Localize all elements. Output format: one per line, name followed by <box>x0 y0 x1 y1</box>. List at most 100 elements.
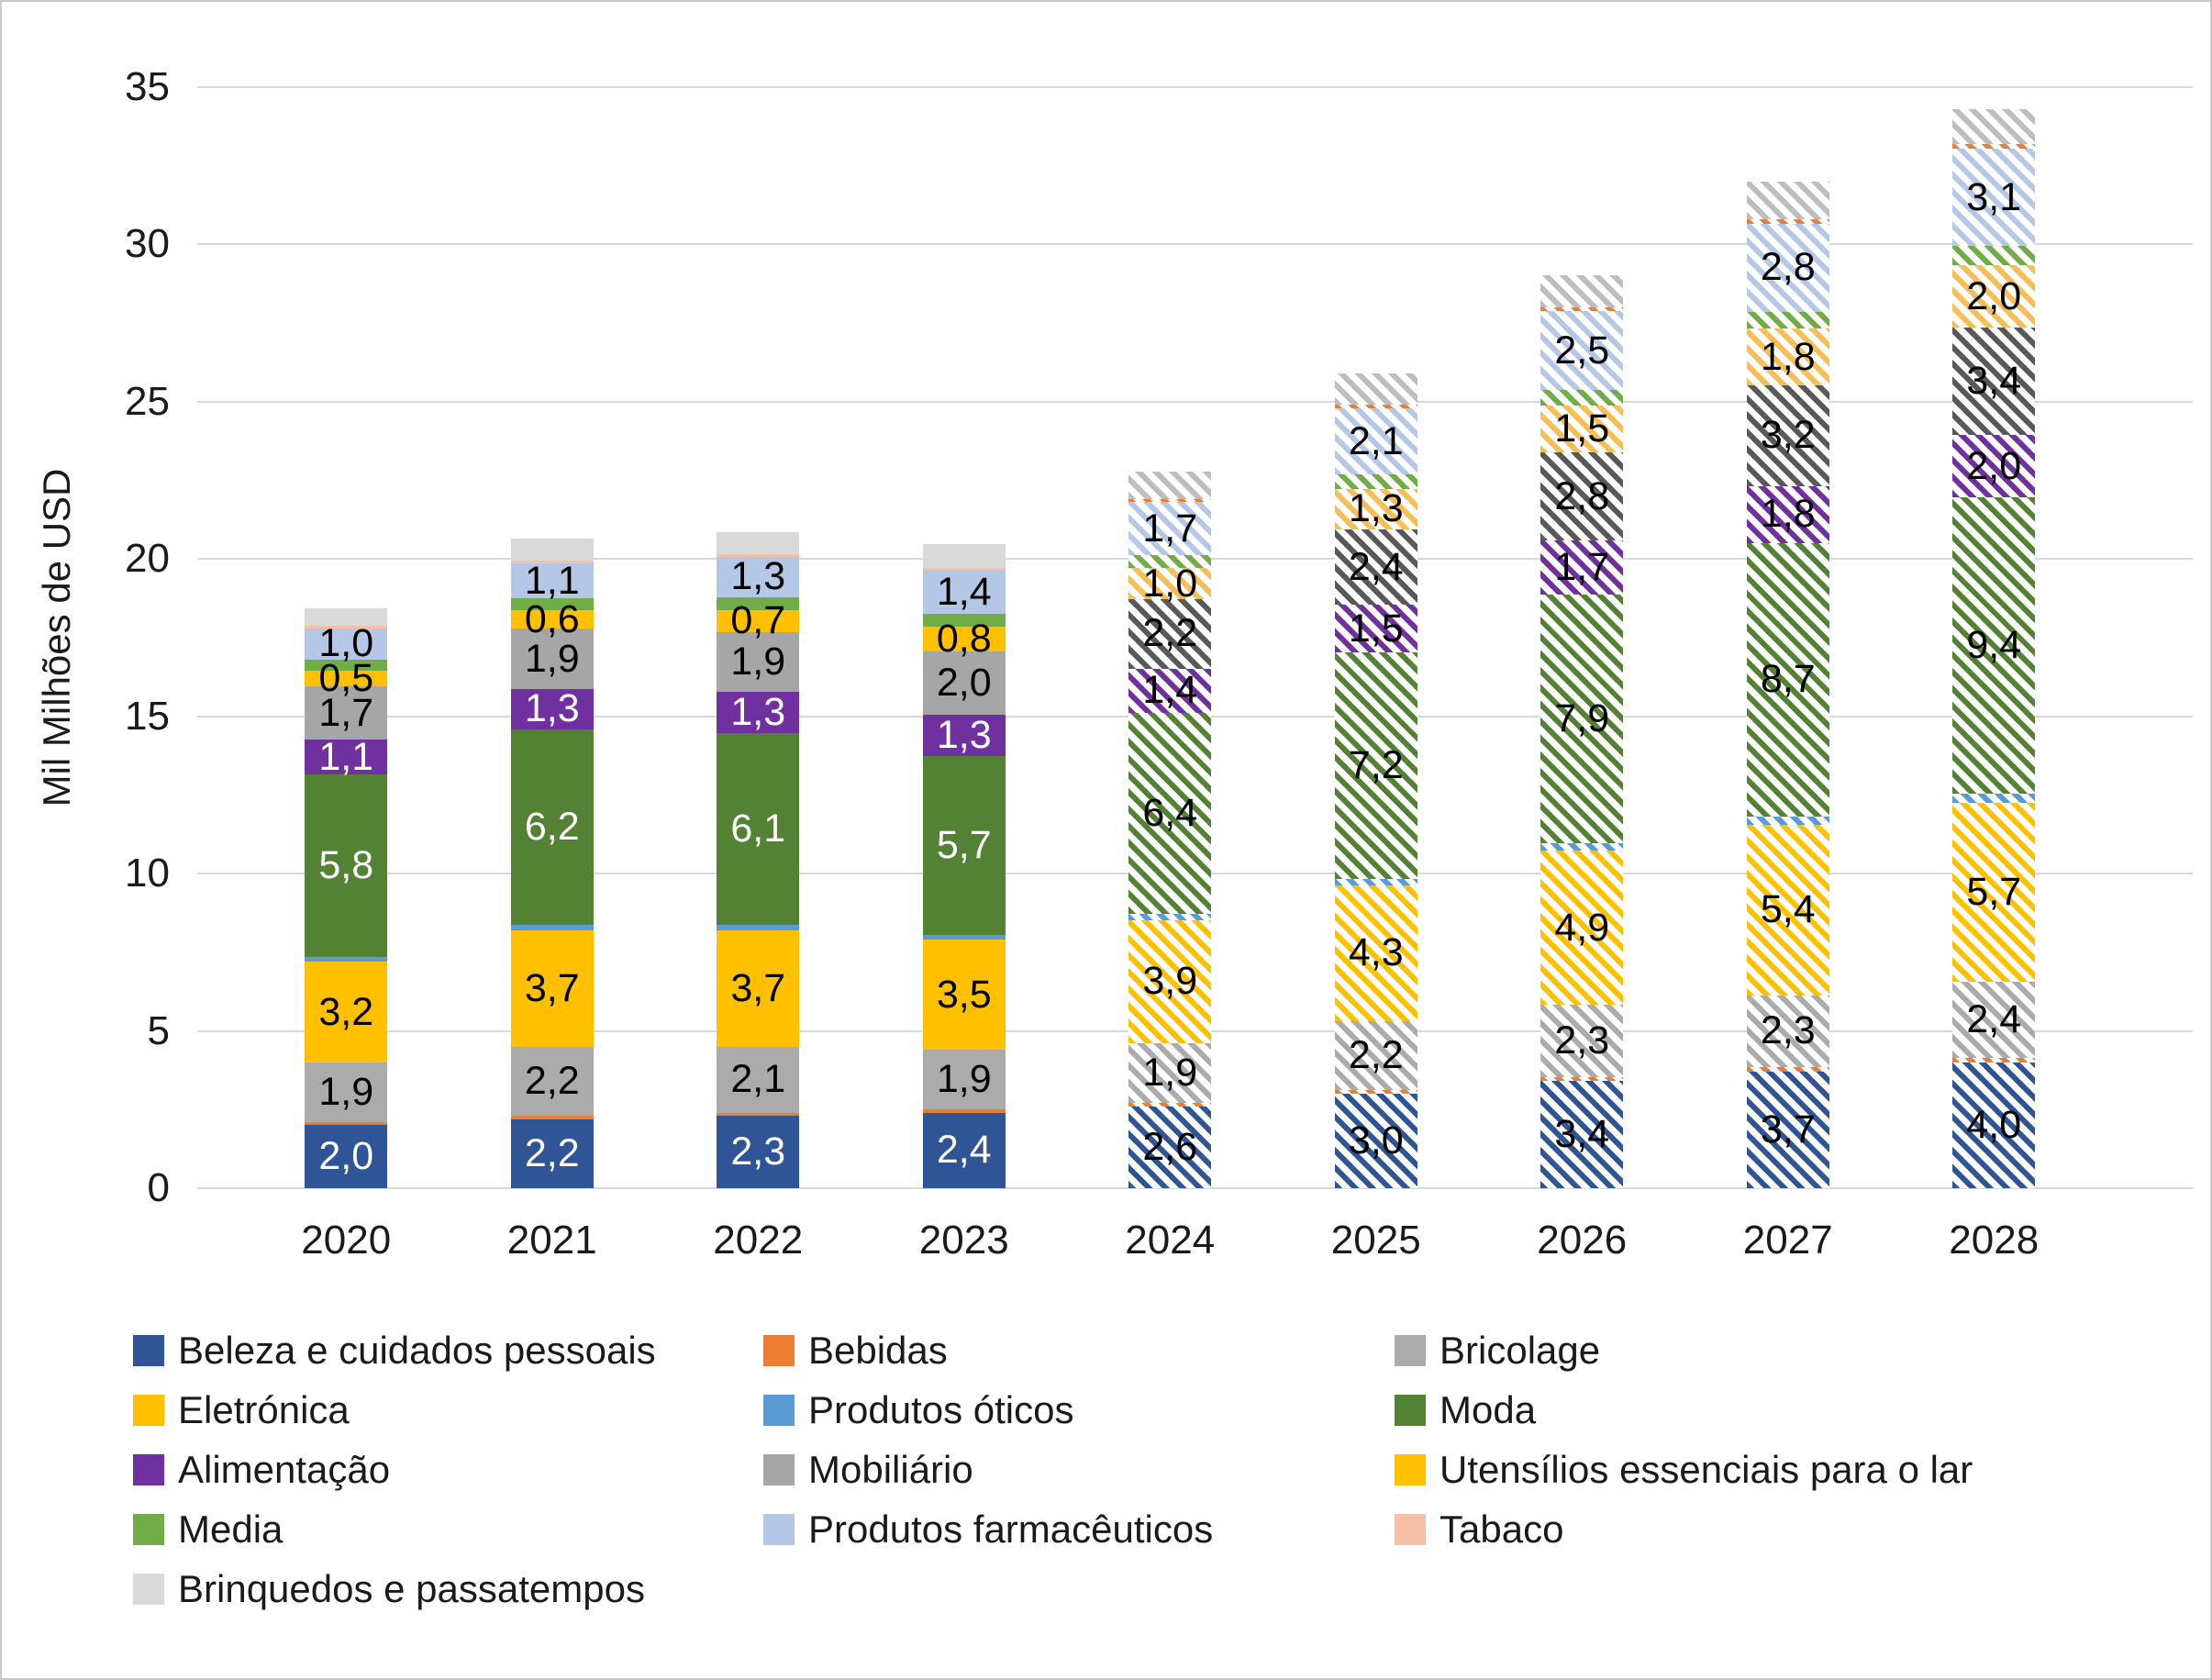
legend-item-eletronica: Eletrónica <box>133 1388 763 1432</box>
x-axis-label-2023: 2023 <box>918 1218 1009 1263</box>
x-axis-label-2020: 2020 <box>301 1218 392 1263</box>
bar-segment-2026-produtos-oticos <box>1540 842 1624 851</box>
bar-value-label: 2,3 <box>1760 1008 1816 1053</box>
bar-segment-2020-tabaco <box>305 626 388 629</box>
bar-segment-2028-produtos-oticos <box>1952 793 2036 804</box>
bar-segment-2021-brinquedos-e-passatempos <box>510 539 594 562</box>
bar-segment-2021-produtos-oticos <box>510 924 594 930</box>
bar-value-label: 1,9 <box>318 1069 374 1114</box>
legend-label: Tabaco <box>1439 1508 1564 1551</box>
bar-segment-2027-brinquedos-e-passatempos <box>1746 181 1829 219</box>
bar-value-label: 2,1 <box>730 1057 786 1102</box>
legend: Beleza e cuidados pessoais Bebidas Bricola… <box>133 1329 2133 1611</box>
bar-2023: 2,4 1,9 3,5 5,7 1,3 2,0 0,8 1,4 <box>922 543 1006 1188</box>
bar-segment-2025-mobiliario: 2,4 <box>1334 529 1417 606</box>
bar-value-label: 1,5 <box>1554 406 1610 451</box>
legend-item-beleza-e-cuidados-pessoais: Beleza e cuidados pessoais <box>133 1329 763 1373</box>
bar-value-label: 1,9 <box>1142 1050 1198 1095</box>
bar-segment-2020-beleza-e-cuidados-pessoais: 2,0 <box>305 1125 388 1188</box>
legend-label: Eletrónica <box>178 1388 350 1431</box>
bar-value-label: 2,3 <box>1554 1018 1610 1063</box>
bar-segment-2020-media <box>305 660 388 672</box>
bar-segment-2028-produtos-farmaceuticos: 3,1 <box>1952 148 2036 247</box>
bar-segment-2024-brinquedos-e-passatempos <box>1128 472 1212 499</box>
bar-segment-2026-moda: 7,9 <box>1540 594 1624 843</box>
legend-swatch-mobiliario <box>763 1454 795 1485</box>
bar-segment-2027-mobiliario: 3,2 <box>1746 385 1829 486</box>
legend-label: Mobiliário <box>808 1448 973 1491</box>
bar-value-label: 3,4 <box>1966 359 2022 404</box>
bar-value-label: 4,3 <box>1348 930 1404 975</box>
y-axis-tick-5: 5 <box>147 1007 170 1053</box>
bar-value-label: 3,7 <box>524 965 580 1010</box>
bar-segment-2022-eletronica: 3,7 <box>717 929 800 1047</box>
bar-segment-2026-utensilios-essenciais-para-o-lar: 1,5 <box>1540 406 1624 453</box>
bar-segment-2023-media <box>922 614 1006 628</box>
bar-value-label: 3,0 <box>1348 1118 1404 1163</box>
bar-segment-2028-media <box>1952 246 2036 265</box>
bar-segment-2025-bebidas <box>1334 1090 1417 1095</box>
bar-segment-2028-beleza-e-cuidados-pessoais: 4,0 <box>1952 1062 2036 1188</box>
bar-value-label: 3,5 <box>936 972 992 1017</box>
bar-segment-2024-tabaco <box>1128 498 1212 502</box>
bar-segment-2026-eletronica: 4,9 <box>1540 851 1624 1006</box>
bar-segment-2028-bricolage: 2,4 <box>1952 982 2036 1058</box>
y-axis-tick-0: 0 <box>147 1165 170 1210</box>
bar-2026: 3,4 2,3 4,9 7,9 1,7 2,8 1,5 2,5 <box>1540 275 1624 1188</box>
bar-segment-2023-produtos-farmaceuticos: 1,4 <box>922 570 1006 615</box>
bar-segment-2026-alimentacao: 1,7 <box>1540 540 1624 595</box>
bar-value-label: 3,7 <box>730 965 786 1010</box>
bar-value-label: 2,8 <box>1760 245 1816 290</box>
bar-value-label: 1,7 <box>318 690 374 735</box>
bar-segment-2022-utensilios-essenciais-para-o-lar: 0,7 <box>717 601 800 640</box>
gridline-y-25 <box>197 400 2193 403</box>
bar-value-label: 2,8 <box>1554 473 1610 518</box>
bar-segment-2022-beleza-e-cuidados-pessoais: 2,3 <box>717 1116 800 1188</box>
bar-2020: 2,0 1,9 3,2 5,8 1,1 1,7 0,5 1,0 <box>305 608 388 1188</box>
gridline-y-0 <box>197 1187 2193 1189</box>
bar-segment-2027-bebidas <box>1746 1067 1829 1073</box>
bar-segment-2021-bebidas <box>510 1116 594 1119</box>
bar-segment-2024-utensilios-essenciais-para-o-lar: 1,0 <box>1128 563 1212 603</box>
bar-segment-2023-tabaco <box>922 567 1006 571</box>
bar-segment-2023-brinquedos-e-passatempos <box>922 543 1006 568</box>
y-axis-tick-10: 10 <box>125 851 170 896</box>
x-axis-label-2027: 2027 <box>1742 1218 1833 1263</box>
bar-segment-2021-beleza-e-cuidados-pessoais: 2,2 <box>510 1118 594 1188</box>
bar-2025: 3,0 2,2 4,3 7,2 1,5 2,4 1,3 2,1 <box>1334 373 1417 1188</box>
bar-segment-2024-mobiliario: 2,2 <box>1128 599 1212 669</box>
bar-segment-2027-produtos-farmaceuticos: 2,8 <box>1746 223 1829 312</box>
bar-value-label: 1,3 <box>1348 486 1404 531</box>
bar-segment-2021-produtos-farmaceuticos: 1,1 <box>510 561 594 600</box>
y-axis-tick-20: 20 <box>125 536 170 582</box>
bar-segment-2025-utensilios-essenciais-para-o-lar: 1,3 <box>1334 486 1417 531</box>
legend-label: Produtos farmacêuticos <box>808 1508 1214 1551</box>
bar-segment-2023-beleza-e-cuidados-pessoais: 2,4 <box>922 1112 1006 1188</box>
bar-value-label: 5,8 <box>318 843 374 888</box>
legend-item-media: Media <box>133 1508 763 1552</box>
bar-value-label: 2,4 <box>1348 544 1404 589</box>
bar-segment-2024-bricolage: 1,9 <box>1128 1042 1212 1103</box>
bar-value-label: 1,3 <box>524 686 580 731</box>
bar-segment-2025-alimentacao: 1,5 <box>1334 605 1417 652</box>
bar-segment-2022-produtos-farmaceuticos: 1,3 <box>717 556 800 598</box>
bar-segment-2023-eletronica: 3,5 <box>922 940 1006 1051</box>
bar-value-label: 3,1 <box>1966 174 2022 219</box>
bar-value-label: 1,3 <box>730 689 786 734</box>
bar-value-label: 6,2 <box>524 804 580 849</box>
y-axis-title: Mil Milhões de USD <box>35 468 78 807</box>
gridline-y-30 <box>197 243 2193 246</box>
bar-value-label: 1,3 <box>936 712 992 757</box>
gridline-y-35 <box>197 86 2193 88</box>
bar-value-label: 2,0 <box>1966 443 2022 488</box>
bar-segment-2020-mobiliario: 1,7 <box>305 686 388 740</box>
bar-segment-2021-eletronica: 3,7 <box>510 929 594 1047</box>
bar-segment-2027-bricolage: 2,3 <box>1746 995 1829 1068</box>
bar-segment-2028-moda: 9,4 <box>1952 497 2036 794</box>
bar-segment-2022-produtos-oticos <box>717 924 800 930</box>
legend-item-bebidas: Bebidas <box>763 1329 1395 1373</box>
bar-segment-2024-produtos-farmaceuticos: 1,7 <box>1128 501 1212 556</box>
bar-2028: 4,0 2,4 5,7 9,4 2,0 3,4 2,0 3,1 <box>1952 109 2036 1188</box>
bar-segment-2026-mobiliario: 2,8 <box>1540 452 1624 541</box>
